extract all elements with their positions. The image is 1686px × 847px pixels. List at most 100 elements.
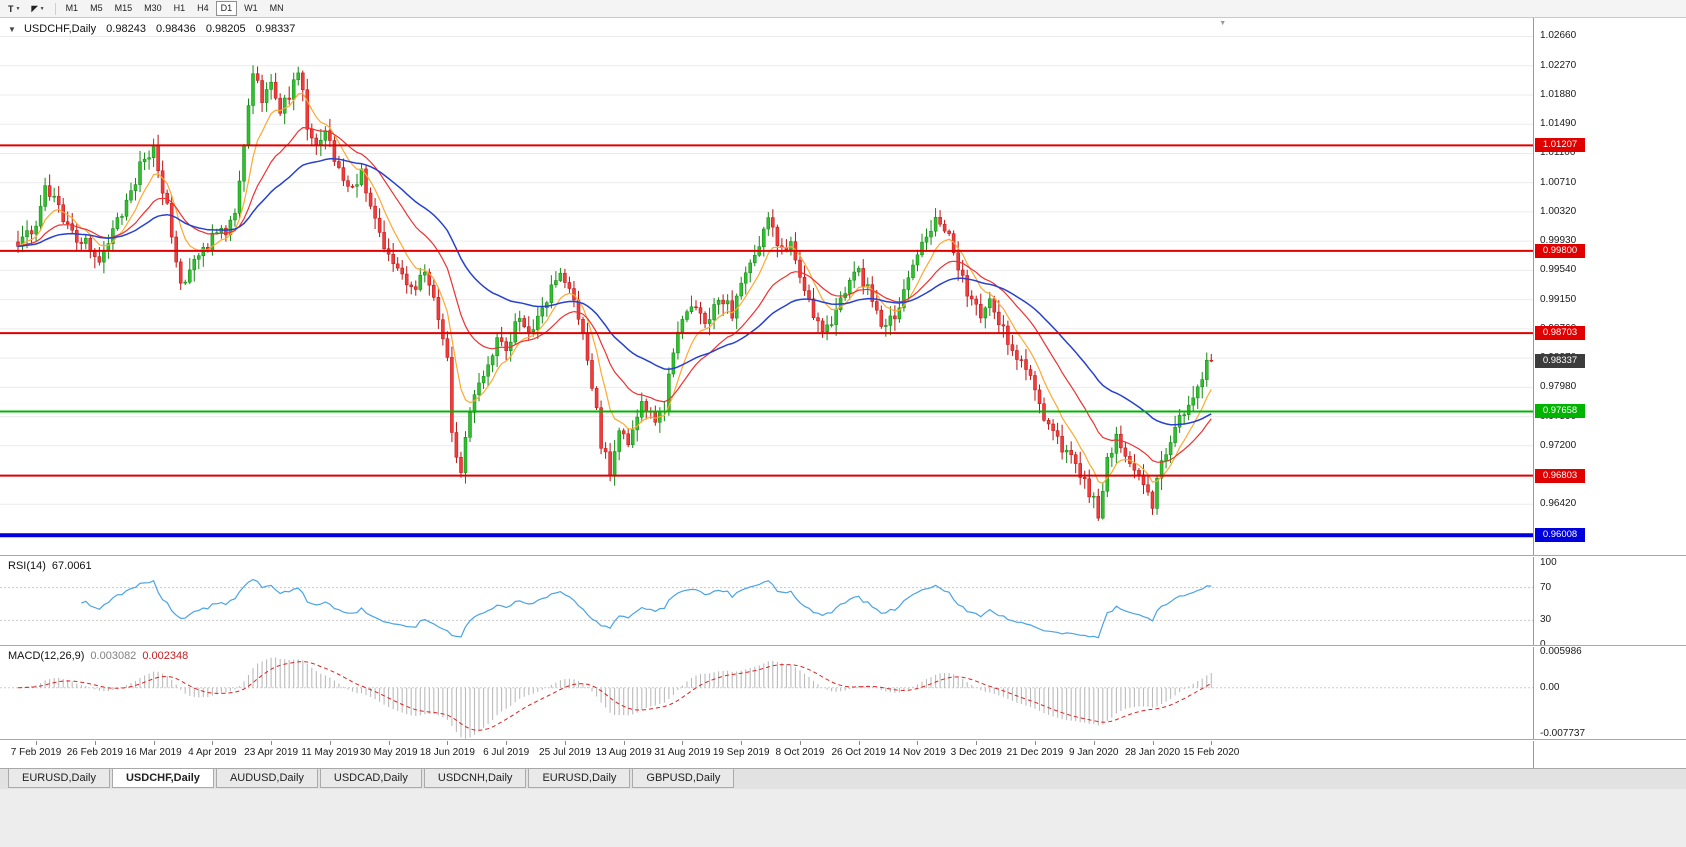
candle-body bbox=[617, 430, 621, 452]
chart-close-value: 0.98337 bbox=[255, 23, 296, 35]
candle-body bbox=[251, 73, 255, 106]
candle-body bbox=[445, 338, 450, 358]
cursor-tool-button[interactable]: ◤ ▼ bbox=[26, 1, 49, 17]
candle-body bbox=[771, 217, 775, 228]
candle-body bbox=[133, 184, 138, 191]
candle-body bbox=[626, 433, 630, 445]
macd-indicator-chart[interactable] bbox=[0, 647, 1533, 739]
candle-body bbox=[879, 309, 884, 327]
candle-body bbox=[698, 307, 703, 314]
chart-tab-6-gbpusd[interactable]: GBPUSD,Daily bbox=[632, 769, 735, 788]
candle-body bbox=[93, 251, 97, 257]
candle-body bbox=[260, 80, 264, 103]
price-axis-tick: 0.99540 bbox=[1540, 264, 1577, 276]
panel-splitter[interactable] bbox=[0, 645, 1686, 647]
timeframe-m1[interactable]: M1 bbox=[65, 3, 79, 13]
candle-body bbox=[766, 217, 771, 230]
candle-body bbox=[102, 249, 106, 263]
candle-body bbox=[1010, 344, 1015, 351]
chart-title: ▼ USDCHF,Daily 0.98243 0.98436 0.98205 0… bbox=[8, 23, 302, 35]
candle-body bbox=[237, 180, 242, 214]
candle-body bbox=[753, 255, 757, 264]
candle-body bbox=[671, 352, 676, 375]
window-background bbox=[0, 789, 1686, 847]
candle-body bbox=[775, 226, 780, 246]
candle-body bbox=[1092, 495, 1096, 498]
date-label: 4 Apr 2019 bbox=[188, 747, 237, 758]
candle-body bbox=[332, 140, 337, 162]
date-axis-tick bbox=[858, 741, 860, 745]
candle-body bbox=[712, 304, 716, 320]
candle-body bbox=[269, 81, 273, 90]
candle-body bbox=[938, 217, 942, 225]
chart-tab-2-audusd[interactable]: AUDUSD,Daily bbox=[215, 769, 318, 788]
candle-body bbox=[536, 315, 540, 330]
candle-body bbox=[1001, 324, 1006, 327]
chart-tab-3-usdcad[interactable]: USDCAD,Daily bbox=[319, 769, 422, 788]
candle-body bbox=[169, 202, 174, 238]
templates-button-label: T bbox=[8, 3, 14, 14]
candle-body bbox=[160, 170, 165, 194]
candle-body bbox=[694, 306, 698, 309]
date-axis-tick bbox=[153, 741, 155, 745]
candle-body bbox=[1073, 454, 1078, 464]
candle-body bbox=[915, 254, 920, 266]
date-axis-tick bbox=[917, 741, 919, 745]
candle-body bbox=[1019, 359, 1024, 361]
main-price-chart[interactable] bbox=[0, 18, 1533, 555]
macd-axis-tick: 0.005986 bbox=[1540, 646, 1582, 657]
candle-body bbox=[373, 205, 377, 219]
candle-body bbox=[142, 158, 147, 163]
timeframe-m15[interactable]: M15 bbox=[114, 3, 133, 13]
date-label: 23 Apr 2019 bbox=[244, 747, 299, 758]
panel-splitter[interactable] bbox=[0, 555, 1686, 557]
candle-body bbox=[798, 259, 802, 278]
candle-body bbox=[942, 223, 947, 232]
candle-body bbox=[861, 268, 865, 287]
rsi-name: RSI(14) bbox=[8, 560, 46, 572]
cursor-icon: ◤ bbox=[31, 4, 38, 13]
chart-tab-5-eurusd[interactable]: EURUSD,Daily bbox=[528, 769, 631, 788]
candle-body bbox=[739, 282, 743, 297]
templates-button[interactable]: T ▼ bbox=[3, 1, 25, 17]
date-axis-tick bbox=[1035, 741, 1036, 745]
price-axis-tick: 1.00710 bbox=[1540, 176, 1577, 188]
candle-body bbox=[829, 324, 834, 326]
candle-body bbox=[558, 272, 563, 281]
candle-body bbox=[1087, 478, 1091, 498]
candle-body bbox=[1069, 450, 1073, 455]
candle-body bbox=[585, 332, 590, 361]
level-price-badge: 0.99800 bbox=[1535, 243, 1585, 258]
candle-body bbox=[56, 195, 61, 205]
timeframe-m30[interactable]: M30 bbox=[144, 3, 162, 13]
timeframe-mn[interactable]: MN bbox=[269, 3, 284, 13]
candle-body bbox=[242, 145, 246, 182]
timeframe-h1[interactable]: H1 bbox=[173, 3, 186, 13]
timeframe-w1[interactable]: W1 bbox=[244, 3, 258, 13]
candle-body bbox=[115, 217, 120, 229]
price-axis-tick: 0.96420 bbox=[1540, 498, 1577, 510]
rsi-indicator-chart[interactable] bbox=[0, 557, 1533, 645]
timeframe-d1[interactable]: D1 bbox=[215, 1, 238, 16]
candle-body bbox=[319, 139, 323, 145]
chart-tab-1-usdchf[interactable]: USDCHF,Daily bbox=[111, 769, 214, 788]
candle-body bbox=[273, 81, 278, 99]
timeframe-h4[interactable]: H4 bbox=[197, 3, 209, 13]
candle-body bbox=[486, 364, 490, 377]
collapse-triangle-icon[interactable]: ▼ bbox=[8, 25, 16, 34]
date-axis-tick bbox=[36, 741, 38, 745]
chart-high-value: 0.98436 bbox=[156, 23, 196, 35]
price-axis-tick: 0.97200 bbox=[1540, 439, 1577, 451]
candle-body bbox=[689, 306, 694, 312]
candle-body bbox=[897, 307, 902, 320]
date-label: 8 Oct 2019 bbox=[775, 747, 825, 758]
date-axis-tick bbox=[94, 741, 96, 745]
macd-axis-tick: -0.007737 bbox=[1540, 728, 1586, 739]
chart-tab-0-eurusd[interactable]: EURUSD,Daily bbox=[8, 769, 110, 788]
candle-body bbox=[1055, 430, 1060, 437]
candle-body bbox=[685, 311, 689, 320]
timeframe-m5[interactable]: M5 bbox=[90, 3, 103, 13]
candle-body bbox=[282, 97, 287, 114]
candle-body bbox=[676, 331, 680, 354]
chart-tab-4-usdcnh[interactable]: USDCNH,Daily bbox=[423, 769, 527, 788]
